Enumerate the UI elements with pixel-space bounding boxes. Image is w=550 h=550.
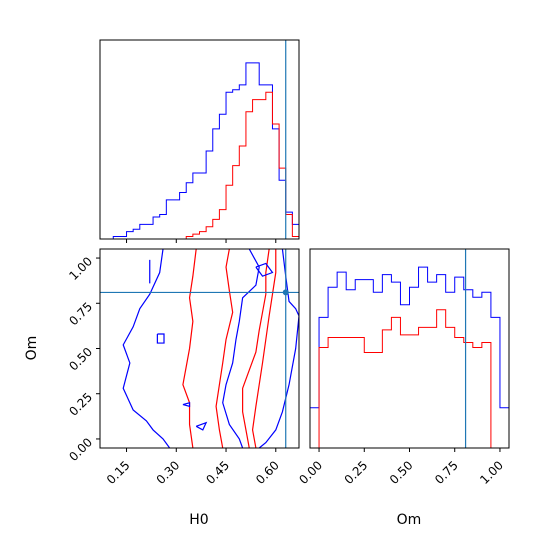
x-axis-label-h0: H0: [189, 512, 208, 528]
histogram-om-series-b: [310, 309, 509, 448]
truth-point: [282, 289, 289, 296]
scatter-x-tick-label: 0.60: [253, 458, 282, 487]
contour-island-a: [195, 421, 208, 431]
histogram-h0-panel: [99, 39, 300, 243]
histogram-h0-series-a: [100, 62, 299, 239]
scatter-y-tick-label: 0.75: [66, 299, 95, 328]
scatter-y-tick-label: 0.50: [66, 345, 95, 374]
scatter-x-tick-label: 0.45: [203, 458, 232, 487]
contour-line-a: [222, 249, 260, 448]
contour-island-a: [156, 333, 165, 344]
histogram-om-panel: 0.00 0.25 0.50 0.75 1.00: [296, 248, 510, 487]
hist-om-x-tick-label: 0.00: [296, 458, 325, 487]
scatter-y-tick-label: 1.00: [66, 254, 95, 283]
scatter-y-tick-label: 0.00: [66, 435, 95, 464]
histogram-om-series-a: [310, 266, 509, 448]
contour-line-b: [251, 249, 277, 448]
contour-line-a: [258, 249, 299, 448]
scatter-frame: [99, 248, 300, 449]
histogram-h0-frame: [99, 39, 300, 240]
hist-om-x-tick-label: 1.00: [477, 458, 506, 487]
scatter-x-tick-label: 0.15: [104, 458, 133, 487]
contour-line-b: [215, 249, 234, 448]
hist-om-x-tick-label: 0.50: [387, 458, 416, 487]
hist-om-x-tick-label: 0.75: [432, 458, 461, 487]
histogram-h0-series-b: [100, 91, 299, 239]
hist-om-x-tick-label: 0.25: [342, 458, 371, 487]
scatter-y-tick-label: 0.25: [66, 390, 95, 419]
histogram-om-frame: [309, 248, 510, 449]
contour-line-a: [122, 249, 171, 448]
contour-line-b: [182, 249, 197, 448]
y-axis-label-om: Om: [24, 336, 40, 361]
scatter-h0-om-panel: 0.15 0.30 0.45 0.60 0.00 0.25 0.50 0.75 1.00: [66, 248, 300, 487]
contour-island-a: [182, 401, 191, 408]
scatter-x-tick-label: 0.30: [154, 458, 183, 487]
contour-line-b: [242, 249, 270, 448]
x-axis-label-om: Om: [397, 512, 422, 528]
contour-island-a: [255, 262, 274, 277]
